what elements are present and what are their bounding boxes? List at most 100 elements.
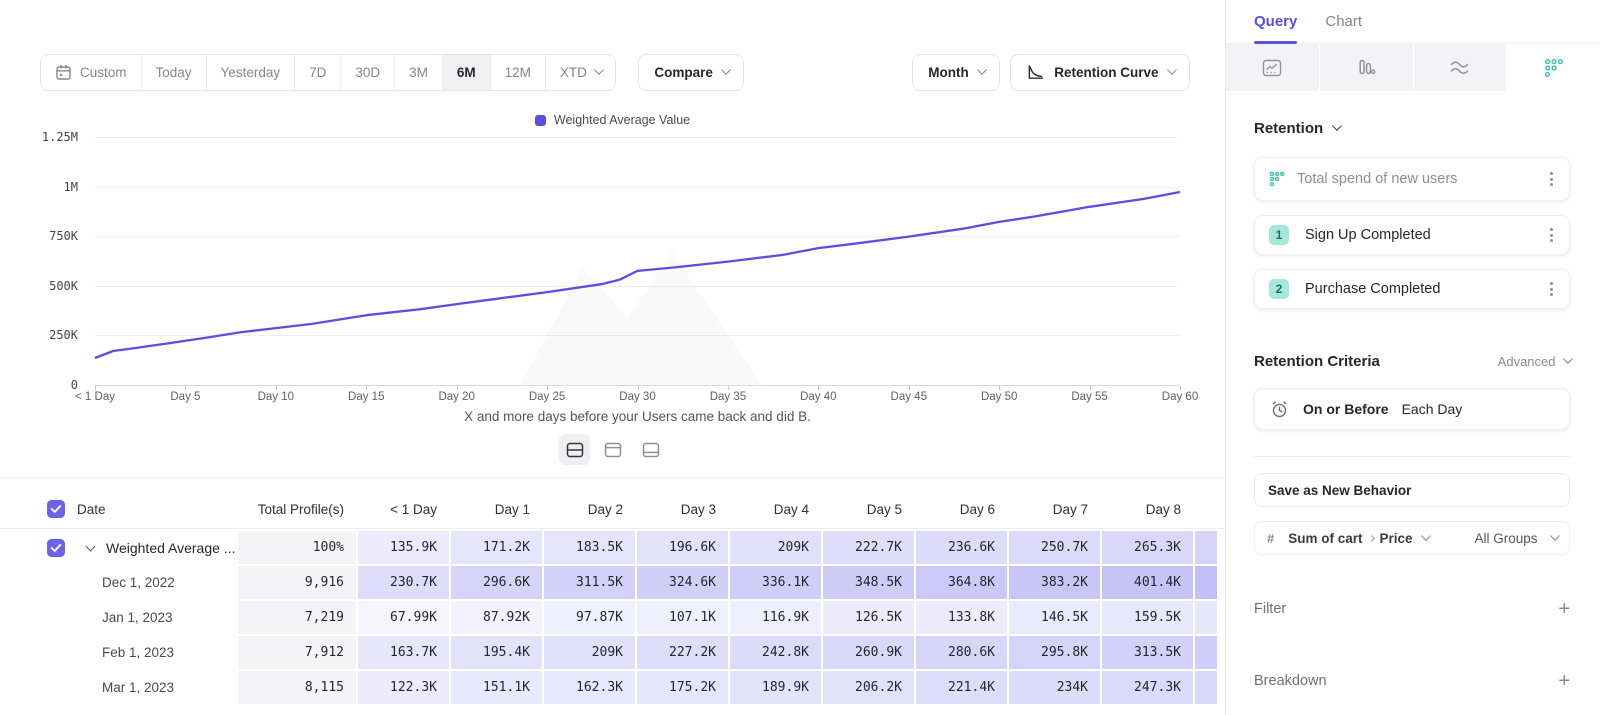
- range-12m[interactable]: 12M: [491, 55, 546, 90]
- section-label: Retention: [1254, 120, 1323, 137]
- add-breakdown-button[interactable]: +: [1558, 671, 1570, 691]
- behavior-step[interactable]: 1Sign Up Completed: [1254, 215, 1570, 255]
- row-label-date: Feb 1, 2023: [2, 636, 236, 669]
- range-yesterday[interactable]: Yesterday: [207, 55, 296, 90]
- report-type-flows-button[interactable]: [1414, 44, 1507, 91]
- range-6m[interactable]: 6M: [443, 55, 491, 90]
- range-7d[interactable]: 7D: [295, 55, 341, 90]
- step-index-badge: 1: [1269, 225, 1289, 245]
- behavior-step[interactable]: 2 Purchase Completed: [1254, 269, 1570, 309]
- chart-type-button[interactable]: Retention Curve: [1010, 54, 1190, 91]
- compare-button[interactable]: Compare: [638, 54, 744, 91]
- chart-legend[interactable]: Weighted Average Value: [0, 113, 1225, 127]
- layout-top-panel-icon[interactable]: [597, 434, 628, 465]
- column-header[interactable]: Day 6: [916, 490, 1007, 528]
- retention-value-cell: 209K: [730, 531, 821, 564]
- range-label: Yesterday: [221, 65, 281, 80]
- retention-timing-card[interactable]: On or Before Each Day: [1254, 388, 1570, 430]
- groups-label: All Groups: [1474, 531, 1537, 546]
- column-header[interactable]: Day 2: [544, 490, 635, 528]
- sidebar-tabs: Query Chart: [1226, 0, 1600, 44]
- x-axis-tick: [95, 386, 96, 390]
- report-type-insights-button[interactable]: [1226, 44, 1319, 91]
- gridline: [95, 385, 1180, 386]
- range-xtd[interactable]: XTD: [546, 55, 616, 90]
- report-type-funnels-button[interactable]: [1320, 44, 1413, 91]
- x-axis-tick: [457, 386, 458, 390]
- gridline: [95, 335, 1180, 336]
- chart-type-label: Retention Curve: [1054, 65, 1158, 80]
- query-sidebar: Query Chart: [1225, 0, 1600, 715]
- x-axis-tick-label: Day 15: [321, 391, 411, 403]
- column-header[interactable]: < 1 Day: [358, 490, 449, 528]
- chevron-down-icon: [1333, 121, 1342, 130]
- weighted-average-line: [95, 192, 1180, 358]
- table-row: Mar 1, 20238,115122.3K151.1K162.3K175.2K…: [0, 671, 1225, 704]
- retention-value-cell: 250.7K: [1009, 531, 1100, 564]
- kebab-menu-icon[interactable]: [1546, 168, 1557, 190]
- row-label-text: Feb 1, 2023: [102, 645, 174, 660]
- retention-criteria-label: Retention Criteria: [1254, 353, 1380, 370]
- row-label-text: Dec 1, 2022: [102, 575, 175, 590]
- retention-table: DateTotal Profile(s)< 1 DayDay 1Day 2Day…: [0, 477, 1225, 704]
- groups-dropdown[interactable]: All Groups: [1474, 531, 1557, 546]
- chevron-down-icon: [977, 65, 986, 74]
- legend-label: Weighted Average Value: [554, 113, 690, 127]
- report-section-dropdown[interactable]: Retention: [1254, 120, 1570, 137]
- step-index-badge: 2: [1269, 279, 1289, 299]
- column-header[interactable]: Day 3: [637, 490, 728, 528]
- metric-row[interactable]: # Sum of cart Price All Groups: [1254, 521, 1570, 555]
- row-label-text: Jan 1, 2023: [102, 610, 173, 625]
- column-header[interactable]: Day 5: [823, 490, 914, 528]
- range-custom[interactable]: Custom: [41, 55, 142, 90]
- tab-chart[interactable]: Chart: [1325, 13, 1362, 43]
- x-axis-tick-label: Day 10: [231, 391, 321, 403]
- layout-split-rows-icon[interactable]: [559, 434, 590, 465]
- range-30d[interactable]: 30D: [341, 55, 395, 90]
- bar-chart-icon: [1357, 58, 1376, 77]
- retention-value-cell: 348.5K: [823, 566, 914, 599]
- chevron-down-icon: [721, 65, 730, 74]
- x-axis-tick-label: Day 25: [502, 391, 592, 403]
- expand-chevron-icon[interactable]: [86, 541, 96, 551]
- row-checkbox[interactable]: [47, 539, 65, 557]
- x-axis-tick: [1180, 386, 1181, 390]
- numeric-property-icon: #: [1267, 531, 1274, 546]
- retention-value-cell: 336.1K: [730, 566, 821, 599]
- x-axis-tick-label: Day 30: [593, 391, 683, 403]
- column-header[interactable]: Total Profile(s): [238, 490, 356, 528]
- save-as-new-behavior-button[interactable]: Save as New Behavior: [1254, 473, 1570, 507]
- kebab-menu-icon[interactable]: [1546, 278, 1557, 300]
- behavior-card[interactable]: Total spend of new users: [1254, 157, 1570, 201]
- range-3m[interactable]: 3M: [395, 55, 443, 90]
- column-header-date[interactable]: Date: [2, 490, 236, 528]
- row-label-weighted-average[interactable]: Weighted Average ...: [2, 531, 236, 564]
- column-header[interactable]: Day 7: [1009, 490, 1100, 528]
- report-type-retention-button[interactable]: [1507, 44, 1600, 91]
- kebab-menu-icon[interactable]: [1546, 224, 1557, 246]
- range-today[interactable]: Today: [142, 55, 207, 90]
- retention-value-cell: 133.8K: [916, 601, 1007, 634]
- tab-query[interactable]: Query: [1254, 13, 1297, 43]
- x-axis-tick-label: Day 40: [773, 391, 863, 403]
- step-label: Purchase Completed: [1305, 281, 1546, 297]
- retention-value-cell: 364.8K: [916, 566, 1007, 599]
- gridline: [95, 236, 1180, 237]
- retention-value-cell: 236.6K: [916, 531, 1007, 564]
- filter-label: Filter: [1254, 601, 1286, 617]
- behavior-name: Total spend of new users: [1297, 171, 1546, 187]
- column-header[interactable]: Day 4: [730, 490, 821, 528]
- column-header[interactable]: Day 1: [451, 490, 542, 528]
- layout-bottom-panel-icon[interactable]: [635, 434, 666, 465]
- flows-icon: [1449, 59, 1470, 76]
- add-filter-button[interactable]: +: [1558, 599, 1570, 619]
- retention-report-app: CustomToday Yesterday 7D30D3M6M12MXTD Comp…: [0, 0, 1600, 715]
- total-profiles-cell: 100%: [238, 531, 356, 564]
- column-header[interactable]: Day 8: [1102, 490, 1193, 528]
- retention-dots-icon: [1544, 58, 1564, 78]
- select-all-checkbox[interactable]: [47, 500, 65, 518]
- y-axis-tick-label: 500K: [18, 279, 78, 293]
- criteria-mode-dropdown[interactable]: Advanced: [1498, 354, 1570, 369]
- retention-value-cell: 265.3K: [1102, 531, 1193, 564]
- granularity-button[interactable]: Month: [912, 54, 1000, 91]
